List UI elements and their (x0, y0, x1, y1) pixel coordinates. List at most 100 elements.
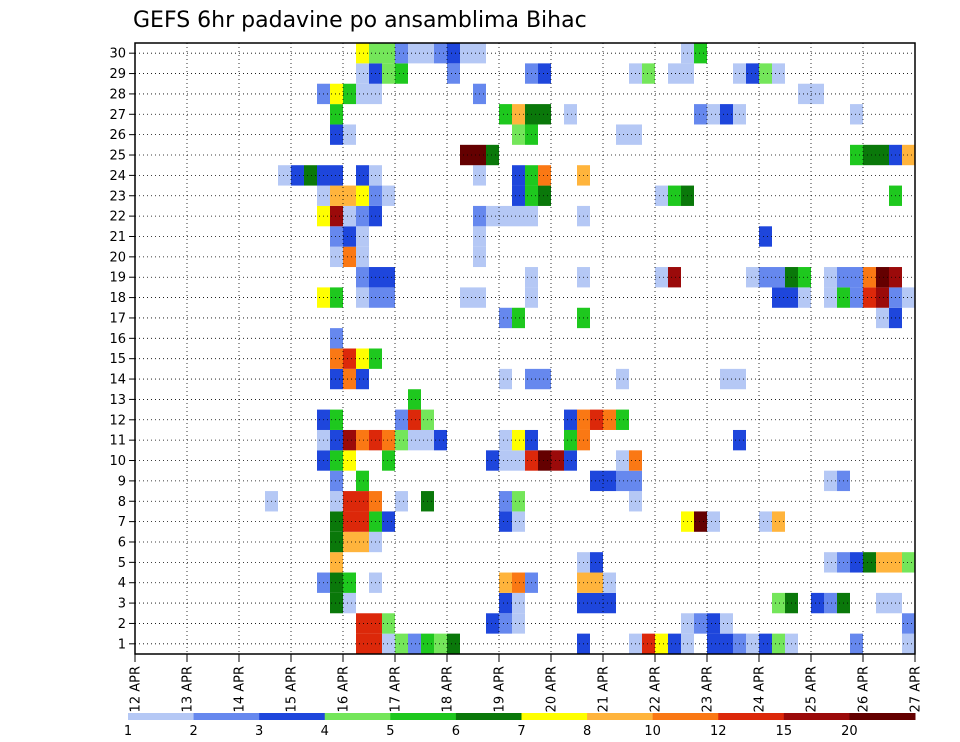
heatmap-cell (356, 491, 369, 512)
heatmap-cell (382, 43, 395, 64)
heatmap-cell (616, 409, 629, 430)
x-tick-label: 15 APR (285, 666, 300, 712)
heatmap-cell (343, 348, 356, 369)
heatmap-cell (512, 205, 525, 227)
heatmap-cell (798, 83, 811, 105)
heatmap-cell (551, 450, 564, 471)
y-tick-label: 5 (118, 556, 126, 571)
heatmap-cell (720, 104, 733, 125)
heatmap-cell (538, 185, 551, 206)
heatmap-cell (447, 43, 460, 64)
heatmap-cell (343, 368, 356, 390)
y-tick-label: 6 (118, 535, 126, 550)
heatmap-cell (603, 592, 616, 614)
y-tick-label: 18 (109, 291, 126, 306)
x-axis-ticks: 12 APR 13 APR 14 APR 15 APR 16 APR 17 APR 18 A… (129, 654, 924, 712)
heatmap-cell (694, 104, 707, 125)
heatmap-cell (330, 368, 343, 390)
heatmap-cell (499, 511, 512, 532)
heatmap-cell (356, 348, 369, 369)
x-tick-label: 13 APR (181, 666, 196, 712)
heatmap-cell (434, 633, 447, 654)
heatmap-cell (499, 368, 512, 390)
heatmap-cell (486, 205, 499, 227)
heatmap-cell (902, 144, 915, 166)
heatmap-cell (382, 287, 395, 308)
colorbar-swatch (390, 713, 457, 720)
heatmap-cell (330, 429, 343, 451)
colorbar-swatch (718, 713, 785, 720)
y-tick-label: 22 (109, 210, 126, 225)
y-tick-label: 15 (109, 352, 126, 367)
colorbar-label: 2 (189, 724, 197, 739)
heatmap-cell (395, 63, 408, 84)
heatmap-cell (590, 592, 603, 614)
heatmap-cell (538, 63, 551, 84)
heatmap-cell (382, 185, 395, 206)
heatmap-cell (382, 633, 395, 654)
heatmap-cell (538, 165, 551, 186)
y-tick-label: 13 (109, 393, 126, 408)
heatmap-cell (512, 491, 525, 512)
y-tick-label: 27 (109, 108, 126, 123)
heatmap-cell (460, 144, 473, 166)
heatmap-cell (850, 267, 863, 288)
heatmap-cell (863, 267, 876, 288)
heatmap-cell (330, 450, 343, 471)
heatmap-cell (564, 409, 577, 430)
heatmap-cell (824, 592, 837, 614)
y-tick-label: 4 (118, 576, 126, 591)
colorbar-swatch (783, 713, 850, 720)
heatmap-cell (408, 633, 421, 654)
heatmap-cell (512, 104, 525, 125)
heatmap-cell (330, 83, 343, 105)
heatmap-cell (343, 246, 356, 268)
heatmap-cell (330, 205, 343, 227)
heatmap-cell (343, 491, 356, 512)
heatmap-cell (902, 552, 915, 573)
heatmap-cell (356, 633, 369, 654)
y-tick-label: 14 (109, 373, 126, 388)
heatmap-cell (876, 144, 889, 166)
heatmap-cell (447, 63, 460, 84)
heatmap-cell (824, 287, 837, 308)
heatmap-cell (863, 287, 876, 308)
heatmap-cell (512, 450, 525, 471)
heatmap-cell (343, 450, 356, 471)
colorbar-label: 3 (255, 724, 263, 739)
y-tick-label: 7 (118, 515, 126, 530)
y-tick-label: 10 (109, 454, 126, 469)
heatmap-cell (343, 185, 356, 206)
y-tick-label: 20 (109, 250, 126, 265)
heatmap-cell (616, 124, 629, 145)
heatmap-cell (356, 429, 369, 451)
colorbar-swatch (652, 713, 719, 720)
heatmap-cell (330, 470, 343, 492)
heatmap-cell (356, 185, 369, 206)
heatmap-cell (512, 572, 525, 593)
heatmap-cell (512, 307, 525, 329)
heatmap-cell (356, 205, 369, 227)
x-tick-label: 16 APR (337, 666, 352, 712)
heatmap-cell (304, 165, 317, 186)
heatmap-cell (330, 531, 343, 553)
heatmap-cell (850, 144, 863, 166)
heatmap-cell (876, 307, 889, 329)
heatmap-cell (876, 552, 889, 573)
heatmap-cell (707, 613, 720, 634)
colorbar-label: 10 (644, 724, 661, 739)
heatmap-cell (863, 144, 876, 166)
heatmap-cell (343, 226, 356, 247)
colorbar-label: 1 (124, 724, 132, 739)
heatmap-cell (759, 267, 772, 288)
heatmap-cell (772, 267, 785, 288)
heatmap-cell (395, 409, 408, 430)
heatmap-cell (876, 267, 889, 288)
heatmap-cell (330, 409, 343, 430)
heatmap-cell (850, 552, 863, 573)
y-tick-label: 29 (109, 67, 126, 82)
y-tick-label: 24 (109, 169, 126, 184)
heatmap-cell (564, 450, 577, 471)
heatmap-cell (343, 205, 356, 227)
heatmap-cell (382, 450, 395, 471)
